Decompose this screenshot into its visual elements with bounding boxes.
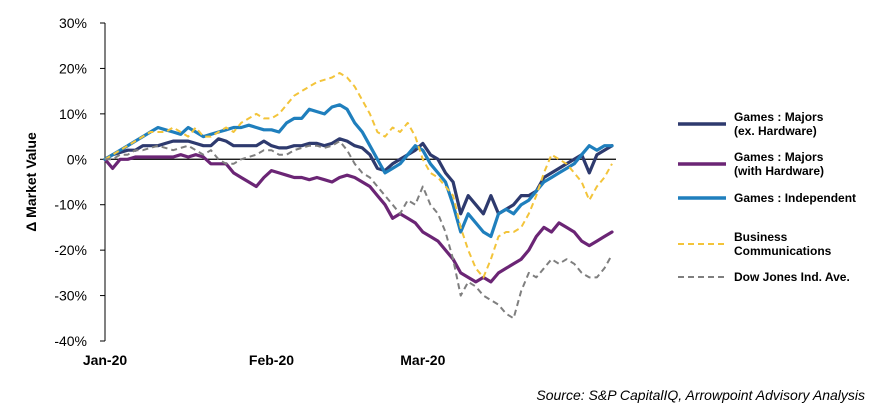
y-tick-label: 20% (59, 60, 87, 76)
series-line-3 (104, 72, 613, 279)
y-axis-label: Δ Market Value (23, 132, 39, 232)
x-tick-label: Feb-20 (249, 352, 294, 368)
legend-label-0: Games : Majors (ex. Hardware) (734, 110, 824, 138)
series-line-2 (103, 103, 614, 239)
legend-label-3: Business Communications (734, 230, 832, 258)
x-tick-label: Jan-20 (83, 352, 128, 368)
y-tick-label: -20% (54, 242, 87, 258)
legend-label-1: Games : Majors (with Hardware) (734, 150, 824, 178)
y-tick-label: 10% (59, 106, 87, 122)
series-line-1 (103, 153, 614, 284)
y-tick-label: 30% (59, 15, 87, 31)
axes: 30% 20% 10% 0% -10% -20% -30% -40% Jan-20 Feb-20 M… (54, 15, 616, 368)
series-line-4 (105, 140, 613, 320)
source-note: Source: S&P CapitalIQ, Arrowpoint Adviso… (536, 387, 865, 403)
series-lines (103, 72, 614, 320)
series-line-0 (103, 137, 614, 216)
legend-label-4: Dow Jones Ind. Ave. (734, 270, 850, 284)
y-tick-label: -30% (54, 288, 87, 304)
y-tick-label: -10% (54, 197, 87, 213)
y-tick-label: -40% (54, 333, 87, 349)
legend: Games : Majors (ex. Hardware) Games : Majo… (678, 110, 856, 284)
y-tick-label: 0% (67, 151, 87, 167)
legend-label-2: Games : Independent (734, 191, 856, 205)
x-tick-label: Mar-20 (400, 352, 445, 368)
